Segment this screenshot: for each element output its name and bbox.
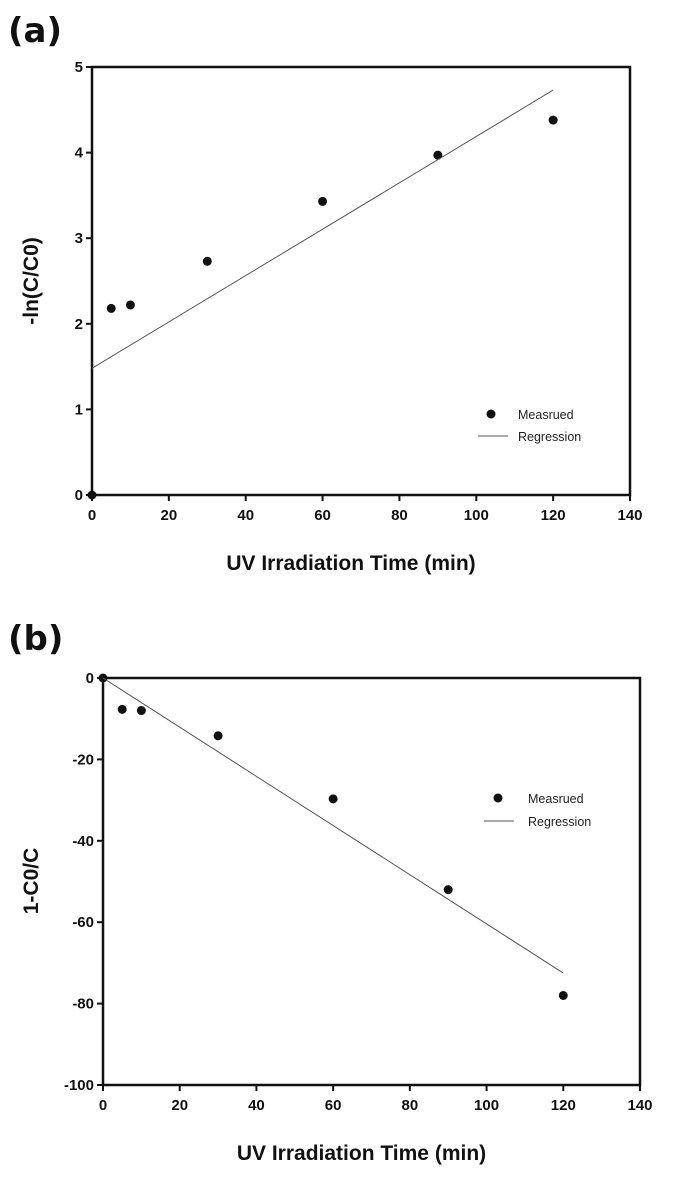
data-point [433, 150, 443, 160]
x-tick-label: 20 [171, 1097, 188, 1114]
x-tick-label: 140 [627, 1097, 652, 1114]
panel-label: (a) [8, 11, 62, 51]
x-tick-label: 60 [314, 507, 331, 524]
data-point [125, 300, 135, 310]
chart-panel-a: (a) 0 20 40 60 80 100 120 140 0 1 2 3 4 5 UV Irradiatio… [8, 11, 643, 575]
chart-panel-b: (b) 0 20 40 60 80 100 120 140 0 -20 -40 -60 -80 -100 UV… [8, 619, 653, 1165]
y-tick-label: 5 [75, 59, 83, 76]
y-tick-label: -100 [64, 1077, 94, 1094]
legend-label-regression: Regression [528, 815, 591, 829]
y-tick-label: 3 [75, 230, 83, 247]
legend-marker-measured [493, 793, 503, 803]
x-tick-label: 100 [464, 507, 489, 524]
x-tick-label: 60 [325, 1097, 342, 1114]
x-tick-label: 120 [551, 1097, 576, 1114]
x-axis-title: UV Irradiation Time (min) [237, 1142, 486, 1165]
y-tick-label: 4 [75, 145, 84, 162]
y-tick-label: 1 [75, 401, 83, 418]
x-tick-label: 100 [474, 1097, 499, 1114]
data-point [328, 794, 338, 804]
data-point [136, 706, 146, 716]
data-point [213, 731, 223, 741]
y-tick-label: -80 [72, 996, 94, 1013]
data-point [548, 115, 558, 125]
y-tick-label: -20 [72, 751, 94, 768]
y-axis-title: -ln(C/C0) [20, 237, 43, 325]
x-tick-label: 140 [617, 507, 642, 524]
x-tick-label: 40 [237, 507, 254, 524]
legend-label-measured: Measrued [518, 408, 574, 422]
panel-label: (b) [8, 619, 63, 659]
x-tick-label: 40 [248, 1097, 265, 1114]
plot-frame [101, 676, 642, 1087]
data-point [117, 704, 127, 714]
data-point [443, 885, 453, 895]
data-point [106, 303, 116, 313]
data-point [202, 256, 212, 266]
data-point [87, 490, 97, 500]
x-tick-label: 20 [161, 507, 178, 524]
y-axis-title: 1-C0/C [20, 848, 43, 915]
y-tick-label: 0 [75, 487, 83, 504]
legend: Measrued Regression [484, 792, 591, 829]
x-tick-label: 120 [541, 507, 566, 524]
regression-line [91, 89, 554, 369]
x-tick-label: 0 [99, 1097, 107, 1114]
y-tick-label: -60 [72, 914, 94, 931]
x-tick-label: 80 [402, 1097, 419, 1114]
x-tick-label: 0 [88, 507, 96, 524]
y-tick-label: 0 [86, 670, 94, 687]
x-tick-label: 80 [391, 507, 408, 524]
y-tick-label: -40 [72, 833, 94, 850]
regression-line [102, 677, 564, 974]
data-point [318, 196, 328, 206]
plot-frame [90, 65, 632, 497]
legend: Measrued Regression [478, 408, 581, 444]
y-tick-label: 2 [75, 316, 83, 333]
legend-label-regression: Regression [518, 430, 581, 444]
legend-label-measured: Measrued [528, 792, 584, 806]
legend-marker-measured [486, 409, 496, 419]
data-point [558, 990, 568, 1000]
x-axis-title: UV Irradiation Time (min) [226, 552, 475, 575]
